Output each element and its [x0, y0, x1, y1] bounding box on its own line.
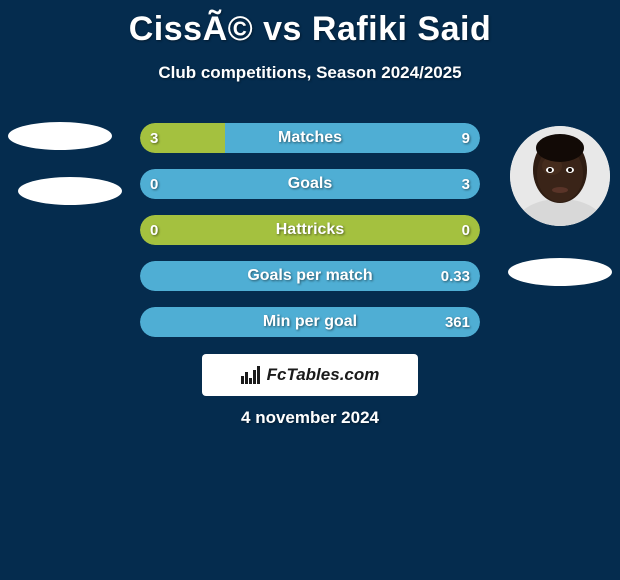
logo-text: FcTables.com: [267, 365, 380, 385]
comparison-bars: Matches39Goals03Hattricks00Goals per mat…: [140, 123, 480, 353]
page-title: CissÃ© vs Rafiki Said: [0, 0, 620, 49]
bar-label: Min per goal: [140, 307, 480, 337]
date-label: 4 november 2024: [0, 408, 620, 428]
bar-row: Goals per match0.33: [140, 261, 480, 291]
bar-value-left: 0: [140, 215, 168, 245]
bar-value-right: 361: [435, 307, 480, 337]
bar-row: Min per goal361: [140, 307, 480, 337]
bar-label: Goals: [140, 169, 480, 199]
avatar-right: [510, 126, 610, 226]
bar-label: Matches: [140, 123, 480, 153]
team-badge-right-placeholder: [508, 258, 612, 286]
bar-value-right: 0: [452, 215, 480, 245]
bar-row: Goals0 3: [140, 169, 480, 199]
bar-row: Matches3 9: [140, 123, 480, 153]
bar-value-right: 9: [452, 123, 480, 153]
fctables-logo: FcTables.com: [202, 354, 418, 396]
bar-value-right: 0.33: [431, 261, 480, 291]
avatar-left-placeholder-2: [18, 177, 122, 205]
bar-value-left: 3: [140, 123, 168, 153]
bar-value-right: 3: [452, 169, 480, 199]
bar-value-left: 0: [140, 169, 168, 199]
bar-row: Hattricks0 0: [140, 215, 480, 245]
bar-label: Goals per match: [140, 261, 480, 291]
bar-label: Hattricks: [140, 215, 480, 245]
subtitle: Club competitions, Season 2024/2025: [0, 63, 620, 83]
avatar-left-placeholder-1: [8, 122, 112, 150]
chart-icon: [241, 366, 261, 384]
